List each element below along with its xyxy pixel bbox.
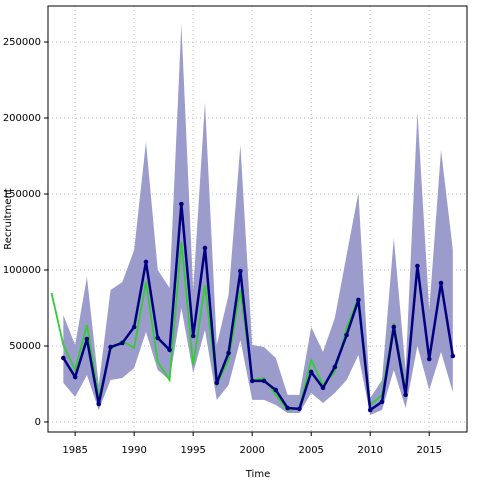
x-axis-label: Time (245, 469, 270, 480)
x-tick-label: 1990 (121, 445, 146, 456)
point (426, 356, 432, 362)
confidence-band (63, 24, 453, 415)
point (285, 405, 290, 411)
x-tick-label: 2010 (357, 445, 382, 456)
y-tick-label: 50000 (9, 341, 41, 352)
point (179, 201, 184, 207)
point (167, 347, 172, 353)
point (131, 324, 137, 330)
point (214, 380, 220, 386)
point (249, 378, 255, 384)
point (84, 336, 90, 342)
point (120, 340, 125, 346)
x-tick-label: 2015 (417, 445, 442, 456)
point (438, 280, 444, 286)
x-tick-label: 2000 (239, 445, 264, 456)
y-tick-label: 100000 (3, 265, 41, 276)
point (450, 353, 456, 359)
plot-frame (47, 5, 468, 433)
point (96, 401, 102, 407)
point (226, 350, 231, 356)
point (238, 268, 243, 274)
series-line (62, 203, 455, 413)
point (297, 406, 302, 412)
y-axis-label: Recruitment (3, 188, 14, 250)
point (261, 378, 267, 384)
point (61, 355, 66, 361)
point (320, 385, 326, 391)
point (415, 263, 420, 269)
point (332, 364, 338, 370)
point (108, 344, 113, 350)
y-tick-label: 0 (35, 417, 41, 428)
point (356, 297, 361, 303)
point (190, 333, 196, 339)
point (143, 259, 149, 265)
point (391, 324, 397, 330)
y-tick-label: 150000 (3, 189, 41, 200)
y-tick-label: 250000 (3, 37, 41, 48)
point (308, 369, 314, 375)
point (344, 332, 349, 338)
point (403, 392, 408, 398)
x-tick-label: 1995 (180, 445, 205, 456)
y-tick-label: 200000 (3, 113, 41, 124)
x-tick-label: 1985 (62, 445, 87, 456)
point (202, 245, 208, 251)
x-tick-label: 2005 (298, 445, 323, 456)
point (273, 387, 279, 393)
point (367, 407, 373, 413)
point (155, 335, 161, 341)
point (379, 399, 385, 405)
point (72, 374, 78, 380)
